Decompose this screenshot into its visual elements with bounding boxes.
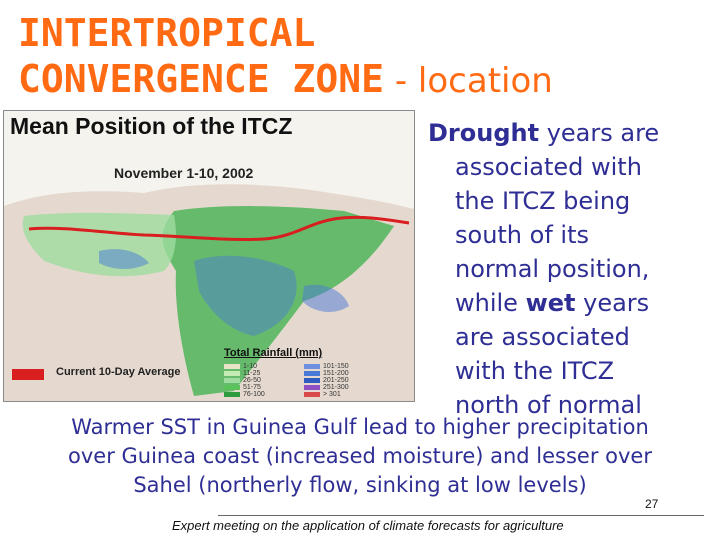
rainfall-class: 101-150	[304, 363, 384, 370]
map-date: November 1-10, 2002	[114, 165, 254, 181]
itcz-legend-label: Current 10-Day Average	[56, 366, 181, 378]
itcz-legend-swatch	[12, 369, 44, 380]
rainfall-class: > 301	[304, 391, 384, 398]
africa-rainfall-map-icon	[4, 184, 414, 401]
text-line: Sahel (northerly flow, sinking at low le…	[133, 473, 587, 497]
text-line: are associated	[455, 323, 630, 351]
text-line: south of its	[455, 221, 589, 249]
drought-wet-explanation: Drought years are associated with the IT…	[428, 116, 713, 422]
text-line: normal position,	[455, 255, 650, 283]
rainfall-class: 11-25	[224, 370, 304, 377]
slide-title: INTERTROPICAL CONVERGENCE ZONE - locatio…	[18, 10, 553, 104]
rainfall-class: 51-75	[224, 384, 304, 391]
text-line: with the ITCZ	[455, 357, 615, 385]
text-line: over Guinea coast (increased moisture) a…	[68, 444, 652, 468]
text-line: Warmer SST in Guinea Gulf lead to higher…	[71, 415, 649, 439]
rainfall-class: 201-250	[304, 377, 384, 384]
title-suffix: - location	[384, 61, 553, 101]
rainfall-class: 76-100	[224, 391, 304, 398]
title-line-2: CONVERGENCE ZONE	[18, 57, 385, 101]
title-line-1: INTERTROPICAL	[18, 11, 316, 55]
rainfall-class: 1-10	[224, 363, 304, 370]
text-line: associated with	[455, 153, 642, 181]
map-title: Mean Position of the ITCZ	[10, 113, 293, 139]
rainfall-class: 251-300	[304, 384, 384, 391]
rainfall-legend-title: Total Rainfall (mm)	[224, 347, 323, 359]
text-line: Drought years are	[428, 119, 660, 147]
footer-text: Expert meeting on the application of cli…	[172, 518, 564, 533]
text-line: the ITCZ being	[455, 187, 631, 215]
text-line: north of normal	[455, 391, 642, 419]
rainfall-class: 151-200	[304, 370, 384, 377]
itcz-map-figure: Mean Position of the ITCZ November 1-10,…	[3, 110, 415, 402]
text-line: while wet years	[455, 289, 650, 317]
page-number: 27	[645, 497, 659, 511]
rainfall-class: 26-50	[224, 377, 304, 384]
rainfall-legend: 1-10 101-150 11-25 151-200 26-50 201-250…	[224, 363, 384, 398]
sst-explanation: Warmer SST in Guinea Gulf lead to higher…	[0, 413, 720, 500]
footer-divider	[218, 515, 704, 516]
